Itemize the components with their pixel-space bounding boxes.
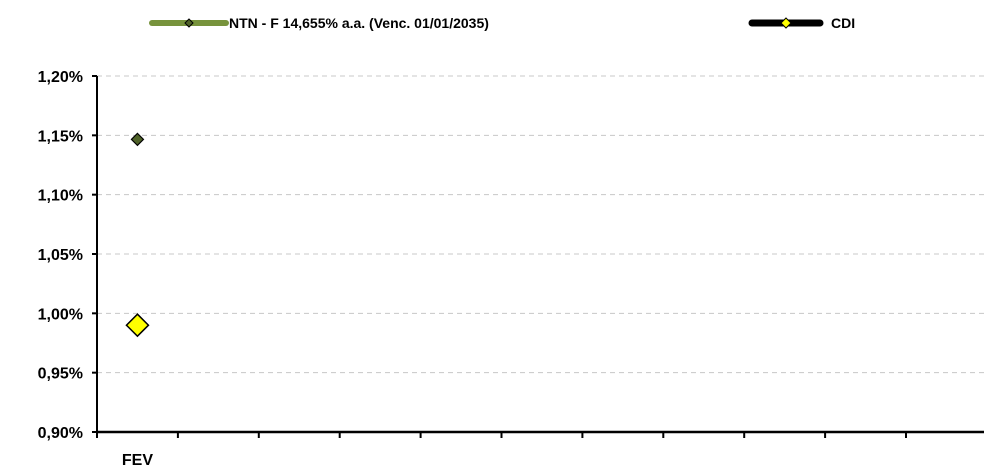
data-point-cdi [125, 313, 150, 338]
y-tick-label: 1,05% [38, 247, 83, 264]
y-tick-label: 1,10% [38, 188, 83, 205]
y-tick-label: 1,00% [38, 306, 83, 323]
y-tick-label: 0,95% [38, 366, 83, 383]
grid [97, 75, 984, 374]
legend-marker [184, 18, 194, 28]
legend-label: CDI [831, 15, 855, 31]
y-tick-label: 1,20% [38, 69, 83, 86]
y-tick-label: 0,90% [38, 425, 83, 442]
data-point-ntn-f [130, 132, 145, 147]
legend-entry-cdi: CDI [748, 15, 855, 31]
legend-entry-ntn-f: NTN - F 14,655% a.a. (Venc. 01/01/2035) [149, 15, 489, 31]
axes [92, 75, 984, 438]
legend-marker [780, 17, 792, 29]
series-marks [125, 132, 150, 338]
x-tick-label: FEV [122, 452, 153, 469]
y-tick-label: 1,15% [38, 128, 83, 145]
x-tick-labels: FEV [122, 452, 153, 469]
legend: NTN - F 14,655% a.a. (Venc. 01/01/2035) C… [149, 15, 855, 31]
legend-label: NTN - F 14,655% a.a. (Venc. 01/01/2035) [229, 15, 489, 31]
y-tick-labels: 0,90% 0,95% 1,00% 1,05% 1,10% 1,15% 1,20% [38, 69, 83, 442]
